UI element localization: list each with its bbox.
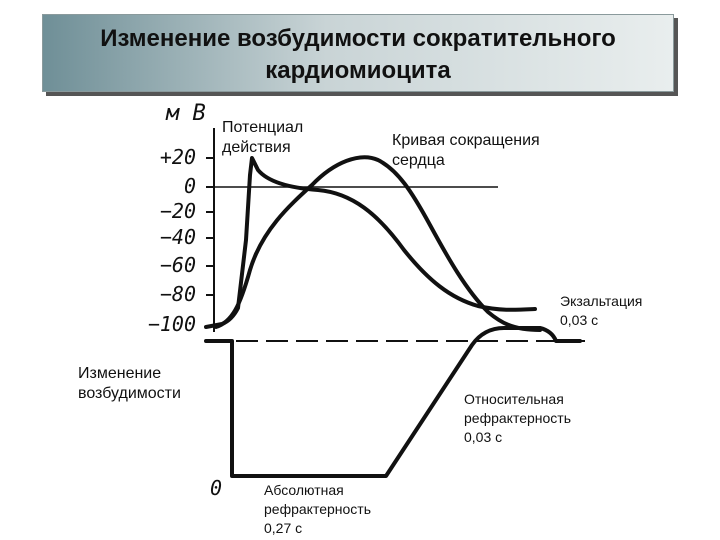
excitability-label: Изменение возбудимости bbox=[78, 364, 181, 404]
contraction-curve bbox=[214, 155, 542, 332]
tick-label-minus60: −60 bbox=[159, 253, 196, 277]
relative-refractory-label-line-2: рефрактерность bbox=[464, 410, 571, 426]
title-line-2: кардиомиоцита bbox=[265, 57, 451, 84]
excitability-curve bbox=[204, 326, 582, 478]
title-line-1: Изменение возбудимости сократительного bbox=[100, 25, 616, 52]
exaltation-label-line-1: Экзальтация bbox=[560, 293, 643, 309]
absolute-refractory-label-line-2: рефрактерность bbox=[264, 501, 371, 517]
lower-zero-label: 0 bbox=[209, 476, 222, 500]
exaltation-label-line-2: 0,03 с bbox=[560, 312, 599, 328]
tick-label-minus80: −80 bbox=[159, 282, 196, 306]
absolute-refractory-label: Абсолютная рефрактерность 0,27 с bbox=[264, 481, 371, 538]
relative-refractory-label: Относительная рефрактерность 0,03 с bbox=[464, 390, 571, 447]
excitability-label-line-1: Изменение bbox=[78, 365, 162, 382]
excitability-label-line-2: возбудимости bbox=[78, 385, 181, 402]
contraction-label-line-2: сердца bbox=[392, 152, 445, 169]
action-potential-label: Потенциал действия bbox=[222, 118, 303, 158]
axis-unit-label: м В bbox=[166, 101, 206, 126]
action-potential-curve bbox=[204, 156, 537, 329]
y-axis-ticks bbox=[206, 157, 214, 296]
relative-refractory-label-line-1: Относительная bbox=[464, 391, 564, 407]
action-potential-label-line-1: Потенциал bbox=[222, 119, 304, 136]
tick-label-minus100: −100 bbox=[147, 312, 196, 336]
relative-refractory-label-line-3: 0,03 с bbox=[464, 429, 503, 445]
tick-label-minus40: −40 bbox=[159, 225, 196, 249]
action-potential-label-line-2: действия bbox=[222, 139, 291, 156]
exaltation-label: Экзальтация 0,03 с bbox=[560, 292, 642, 330]
contraction-label: Кривая сокращения сердца bbox=[392, 131, 540, 171]
absolute-refractory-label-line-1: Абсолютная bbox=[264, 482, 344, 498]
contraction-label-line-1: Кривая сокращения bbox=[392, 132, 540, 149]
tick-label-minus20: −20 bbox=[159, 199, 196, 223]
tick-label-plus20: +20 bbox=[159, 145, 196, 169]
tick-label-0: 0 bbox=[183, 174, 196, 198]
title-banner: Изменение возбудимости сократительного к… bbox=[42, 14, 674, 92]
absolute-refractory-label-line-3: 0,27 с bbox=[264, 520, 303, 536]
